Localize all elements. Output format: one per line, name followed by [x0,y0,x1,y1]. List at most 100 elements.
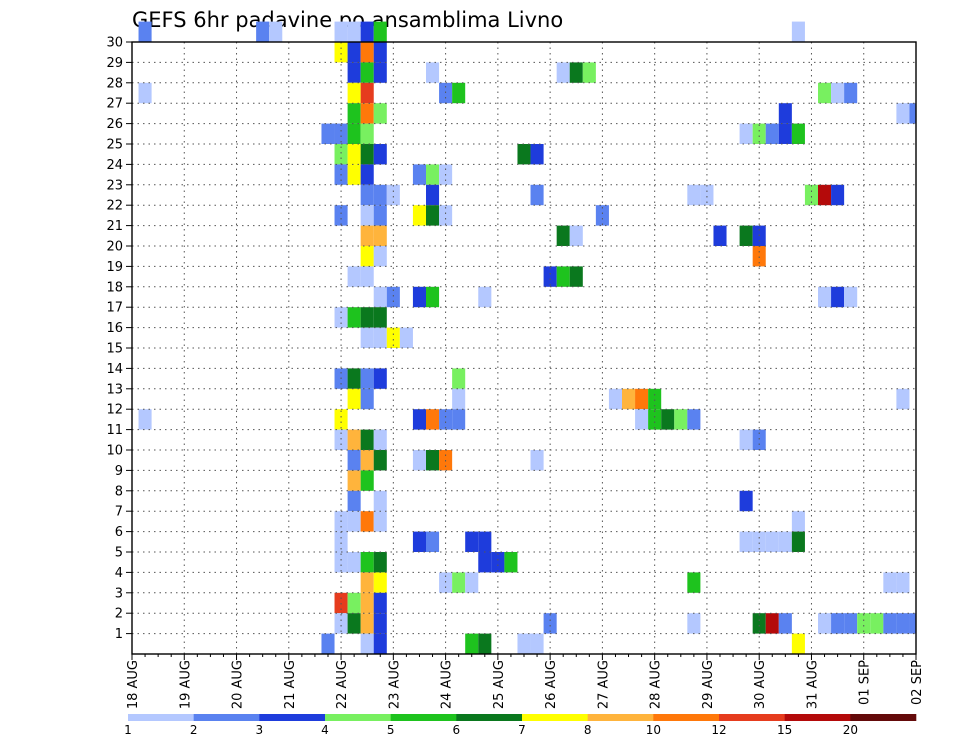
heatmap-cell [386,327,400,348]
x-tick-label: 20 AUG [231,660,246,709]
y-tick-label: 5 [115,546,123,561]
heatmap-cell [347,388,361,410]
y-tick-label: 11 [106,423,123,438]
heatmap-cell [347,429,361,450]
heatmap-cell [608,388,622,410]
heatmap-cell [530,144,544,165]
heatmap-cell [347,164,361,185]
heatmap-cell [347,266,361,287]
heatmap-cell [347,511,361,532]
heatmap-cell [635,388,649,410]
heatmap-cell [373,552,387,573]
heatmap-cell [426,164,440,185]
heatmap-cell [556,266,570,287]
heatmap-cell [622,388,636,410]
heatmap-cell [412,531,426,552]
heatmap-cell [739,531,753,552]
colorbar-label: 1 [124,723,132,737]
y-tick-label: 14 [106,362,123,377]
heatmap-cell [373,450,387,471]
heatmap-cell [818,184,832,206]
heatmap-cell [517,633,531,654]
heatmap-cell [439,409,453,430]
heatmap-cell [347,144,361,165]
y-tick-label: 4 [115,566,123,581]
colorbar-swatch [128,714,194,721]
x-tick-label: 21 AUG [283,660,298,709]
heatmap-cell [791,123,805,144]
heatmap-cell [360,144,374,165]
heatmap-cell [752,246,766,267]
heatmap-cell [412,450,426,471]
heatmap-cell [883,572,897,593]
heatmap-cell [426,531,440,552]
heatmap-cell [426,450,440,471]
heatmap-cell [360,450,374,471]
heatmap-cell [687,409,701,430]
heatmap-cell [347,123,361,144]
heatmap-cell [360,164,374,185]
heatmap-cell [844,286,858,308]
heatmap-cell [360,470,374,491]
y-tick-label: 1 [115,627,123,642]
heatmap-cell [373,184,387,206]
y-tick-label: 28 [106,76,123,91]
heatmap-cell [778,103,792,124]
heatmap-cell [347,592,361,614]
heatmap-cell [778,123,792,144]
heatmap-cell [360,225,374,246]
heatmap-cell [373,511,387,532]
heatmap-cell [334,144,348,165]
heatmap-cell [138,409,152,430]
heatmap-cell [399,327,413,348]
heatmap-cell [530,633,544,654]
heatmap-cell [569,62,583,83]
heatmap-cell [556,62,570,83]
heatmap-cell [530,184,544,206]
heatmap-cell [373,42,387,63]
y-tick-label: 19 [106,260,123,275]
colorbar-swatch [259,714,326,721]
x-tick-label: 28 AUG [649,660,664,709]
heatmap-cell [347,21,361,42]
heatmap-cell [504,552,518,573]
heatmap-cell [360,327,374,348]
heatmap-cell [883,613,897,634]
heatmap-cell [478,633,492,654]
heatmap-cell [347,450,361,471]
heatmap-cell [844,82,858,104]
heatmap-cell [334,21,348,42]
y-tick-label: 20 [106,240,123,255]
heatmap-cell [896,572,910,593]
heatmap-cell [791,21,805,42]
heatmap-cell [543,266,557,287]
colorbar-swatch [653,714,720,721]
colorbar-label: 3 [256,723,264,737]
colorbar-label: 8 [584,723,592,737]
heatmap-cell [347,103,361,124]
heatmap-cell [595,205,609,226]
heatmap-cell [648,388,662,410]
y-tick-label: 7 [115,505,123,520]
heatmap-cell [360,572,374,593]
heatmap-cell [347,82,361,104]
heatmap-cell [739,225,753,246]
heatmap-cell [360,511,374,532]
y-tick-label: 3 [115,586,123,601]
colorbar-swatch [719,714,785,721]
heatmap-cell [373,307,387,328]
y-tick-label: 30 [106,36,123,51]
x-tick-label: 25 AUG [492,660,507,709]
heatmap-cell [713,225,727,246]
heatmap-cell [465,572,479,593]
heatmap-cell [569,225,583,246]
heatmap-cell [556,225,570,246]
heatmap-cell [334,42,348,63]
heatmap-cell [373,246,387,267]
heatmap-cell [752,123,766,144]
heatmap-cell [373,613,387,634]
heatmap-cell [517,144,531,165]
heatmap-cell [373,21,387,42]
heatmap-cell [347,613,361,634]
colorbar-swatch [193,714,260,721]
